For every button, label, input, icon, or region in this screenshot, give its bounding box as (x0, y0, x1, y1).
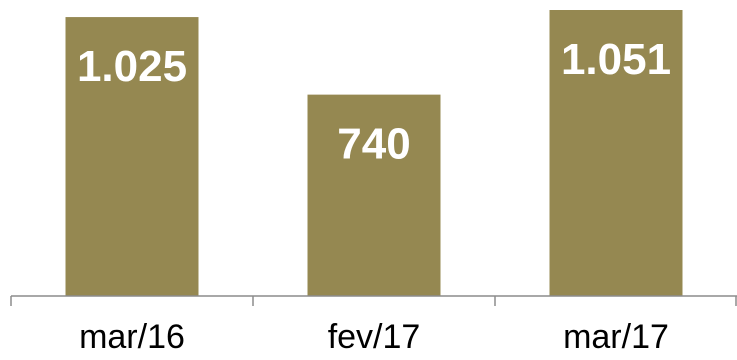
value-labels-group: 1.025 740 1.051 (77, 35, 671, 169)
bar-fev-17 (307, 94, 441, 296)
bar-mar-17 (549, 10, 683, 296)
value-label-fev-17: 740 (337, 120, 410, 169)
x-tick-label-mar-16: mar/16 (79, 318, 185, 356)
value-label-mar-16: 1.025 (77, 42, 187, 91)
x-tick-labels-group: mar/16 fev/17 mar/17 (79, 318, 669, 356)
x-axis (10, 295, 737, 306)
x-tick-label-mar-17: mar/17 (563, 318, 669, 356)
value-label-mar-17: 1.051 (561, 35, 671, 84)
bars-group (65, 10, 683, 297)
bar-mar-16 (65, 17, 199, 297)
x-tick-label-fev-17: fev/17 (328, 318, 421, 356)
